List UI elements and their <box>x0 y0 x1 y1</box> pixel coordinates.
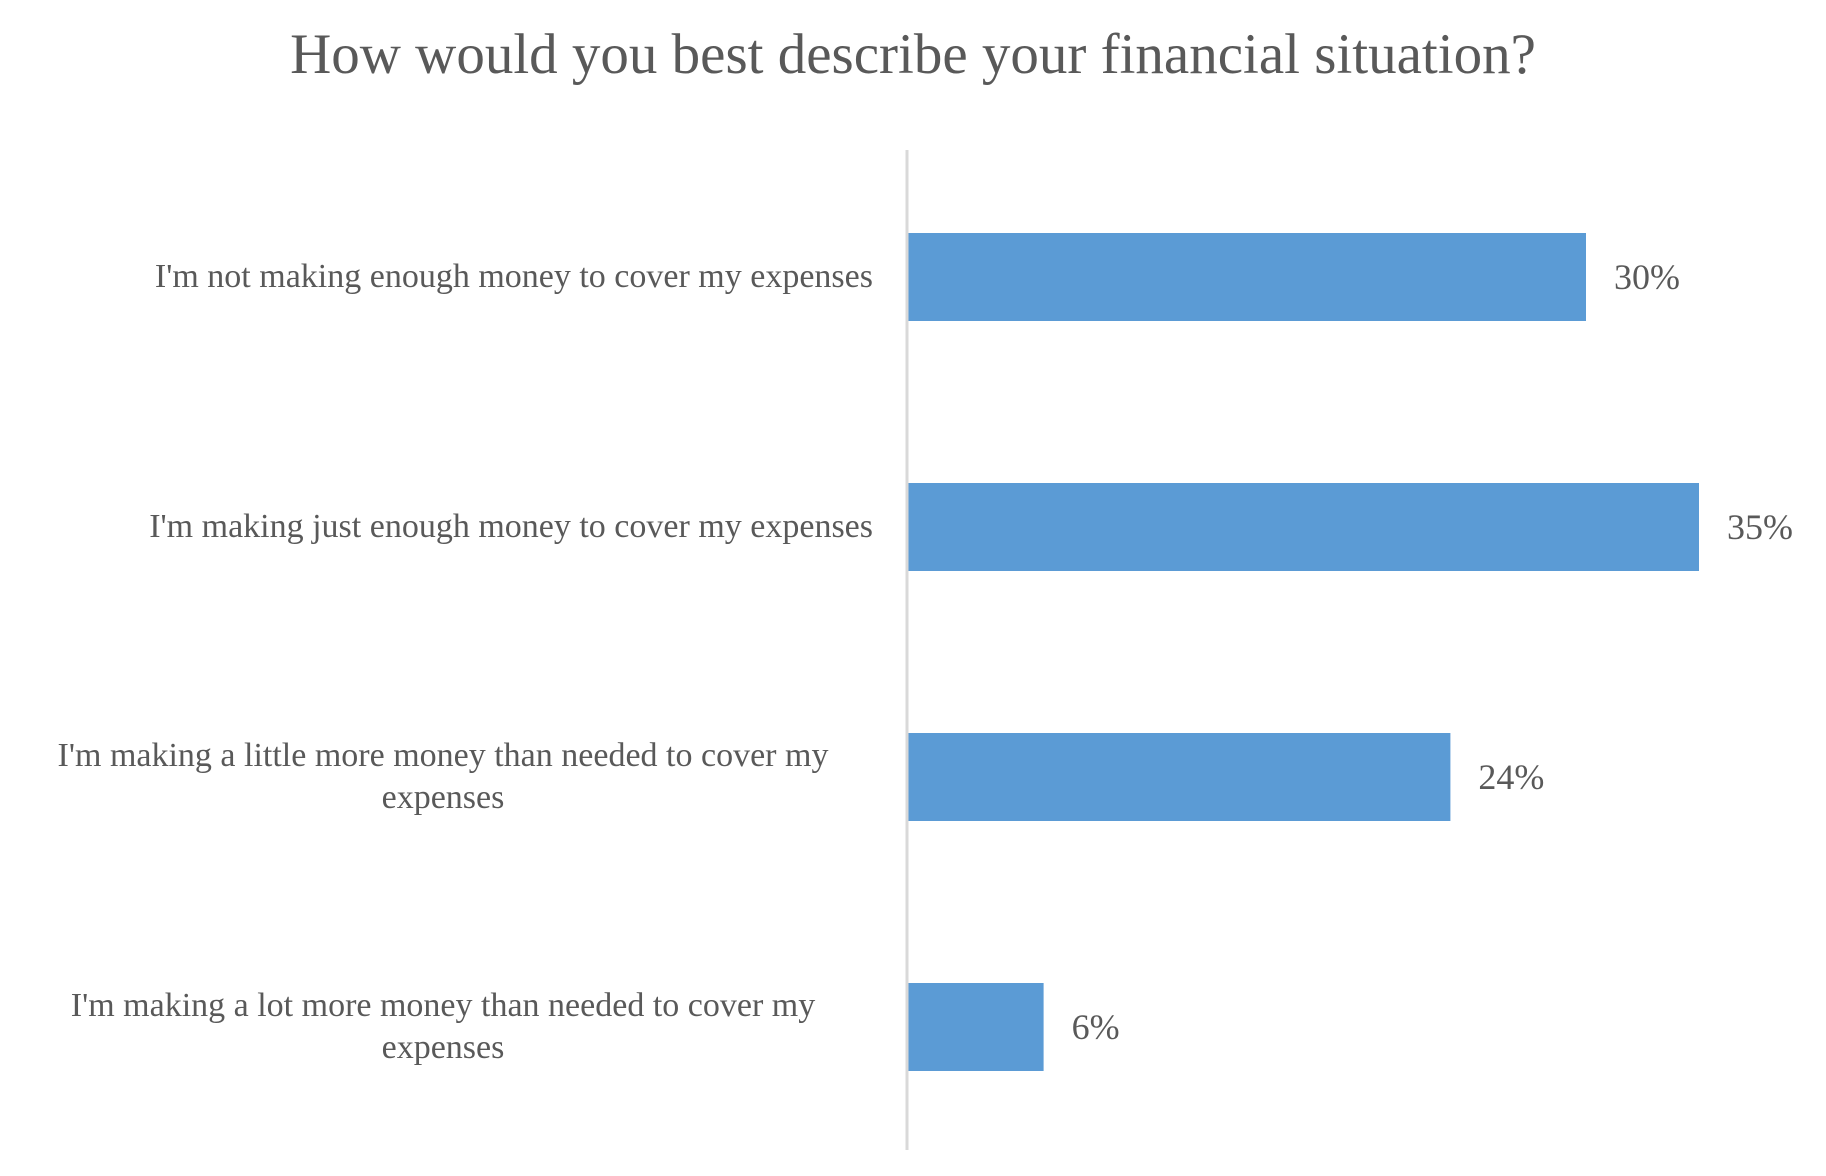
data-label-3: 24% <box>1478 757 1545 797</box>
category-label-2: I'm making just enough money to cover my… <box>149 508 873 545</box>
data-label-4: 6% <box>1071 1007 1120 1047</box>
category-label-1: I'm not making enough money to cover my … <box>154 258 873 295</box>
data-label-2: 35% <box>1727 507 1793 547</box>
chart-title: How would you best describe your financi… <box>290 23 1536 86</box>
bar-1 <box>908 233 1586 321</box>
bar-2 <box>908 483 1699 571</box>
category-label-4: I'm making a lot more money than needed … <box>70 987 816 1066</box>
bar-3 <box>908 733 1451 821</box>
data-label-1: 30% <box>1614 257 1680 297</box>
category-label-3: I'm making a little more money than need… <box>57 737 829 816</box>
bar-4 <box>908 983 1044 1071</box>
